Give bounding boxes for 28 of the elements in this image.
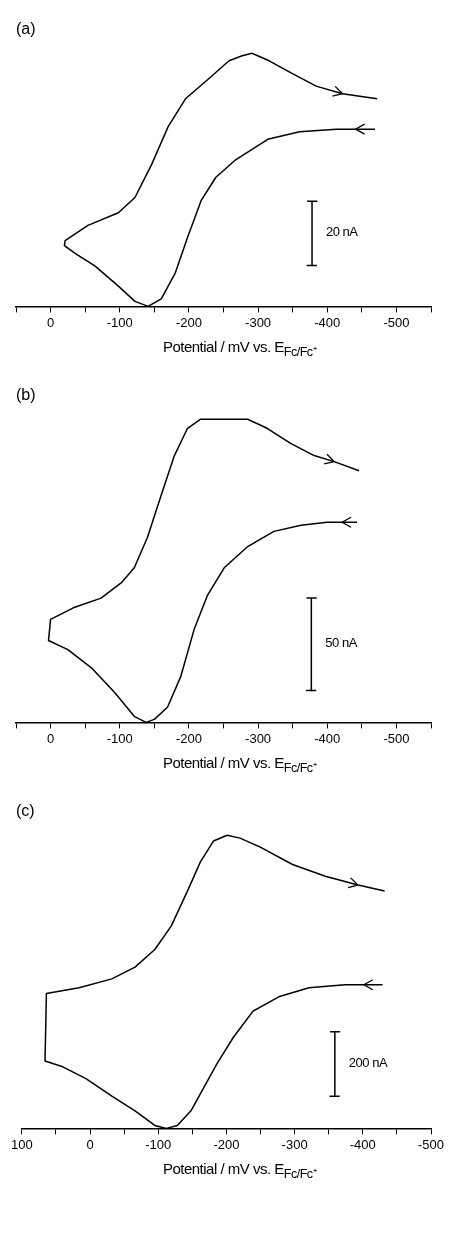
x-tick-label: -400	[314, 730, 341, 746]
x-tick-label: -500	[383, 314, 410, 330]
chart-title: (a)	[16, 20, 36, 38]
x-tick-label: -200	[213, 1136, 240, 1152]
x-tick-label: -300	[245, 314, 272, 330]
x-tick-label: -400	[314, 314, 341, 330]
x-tick-label: 0	[46, 730, 55, 746]
x-tick-label: -200	[175, 730, 202, 746]
chart-title: (c)	[16, 802, 35, 820]
x-tick-label: 0	[46, 314, 55, 330]
x-tick-label: -300	[245, 730, 272, 746]
annotation: 20 nA	[326, 223, 358, 239]
x-axis-title: Potential / mV vs. E$_{Fc/Fc⁺}$	[161, 754, 318, 776]
chart-title: (b)	[16, 386, 36, 404]
x-tick-label: -500	[383, 730, 410, 746]
x-tick-label: -400	[349, 1136, 376, 1152]
x-tick-label: -500	[417, 1136, 445, 1152]
x-tick-label: -100	[106, 730, 133, 746]
x-tick-label: -300	[281, 1136, 308, 1152]
x-axis-title: Potential / mV vs. E$_{Fc/Fc⁺}$	[161, 338, 318, 360]
x-tick-label: -100	[106, 314, 133, 330]
x-axis-title: Potential / mV vs. E$_{Fc/Fc⁺}$	[161, 1160, 318, 1182]
annotation: 200 nA	[348, 1054, 388, 1070]
x-tick-label: -200	[175, 314, 202, 330]
x-tick-label: 100	[10, 1136, 33, 1152]
annotation: 50 nA	[325, 634, 357, 650]
x-tick-label: 0	[86, 1136, 94, 1152]
x-tick-label: -100	[145, 1136, 172, 1152]
